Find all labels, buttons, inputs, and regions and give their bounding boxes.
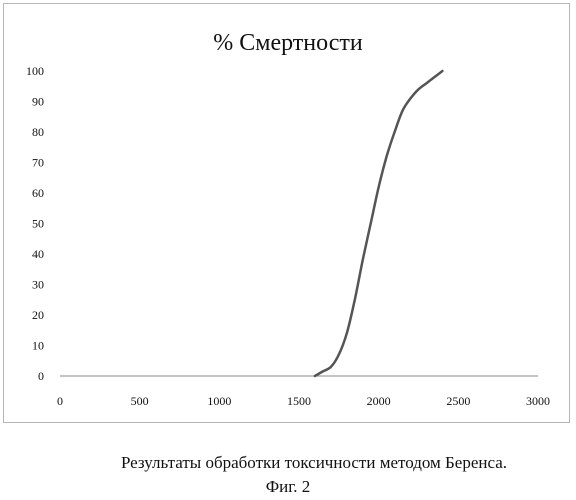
figure-caption: Результаты обработки токсичности методом…	[26, 453, 576, 473]
data-point	[394, 131, 395, 132]
data-point	[402, 110, 403, 111]
data-point	[386, 156, 387, 157]
y-tick-label: 10	[32, 339, 44, 353]
data-point	[346, 333, 347, 334]
data-point	[442, 70, 443, 71]
x-tick-label: 0	[57, 394, 63, 408]
y-tick-label: 30	[32, 278, 44, 292]
x-tick-label: 1000	[207, 394, 231, 408]
y-tick-label: 80	[32, 125, 44, 139]
x-tick-label: 3000	[526, 394, 550, 408]
data-point	[434, 77, 435, 78]
y-tick-label: 60	[32, 186, 44, 200]
x-axis: 0 500 1000 1500 2000 2500 3000	[57, 394, 550, 408]
data-point	[378, 186, 379, 187]
y-tick-label: 90	[32, 95, 44, 109]
y-tick-label: 100	[26, 64, 44, 78]
y-axis: 0 10 20 30 40 50 60 70 80 90 100	[26, 64, 44, 383]
data-point	[314, 375, 315, 376]
y-tick-label: 50	[32, 217, 44, 231]
data-point	[418, 89, 419, 90]
x-tick-label: 2500	[446, 394, 470, 408]
data-point	[362, 260, 363, 261]
data-point	[426, 83, 427, 84]
data-point	[354, 299, 355, 300]
data-point	[330, 366, 331, 367]
x-tick-label: 2000	[367, 394, 391, 408]
series-layer	[314, 70, 443, 376]
x-tick-label: 1500	[287, 394, 311, 408]
data-point	[338, 354, 339, 355]
y-tick-label: 20	[32, 308, 44, 322]
data-point	[370, 223, 371, 224]
x-tick-label: 500	[131, 394, 149, 408]
data-point	[410, 98, 411, 99]
chart-canvas: % Смертности 0 10 20 30 40 50 60 70 80 90 100 0 500…	[0, 0, 576, 430]
y-tick-label: 70	[32, 156, 44, 170]
chart-title: % Смертности	[213, 30, 363, 56]
data-point	[322, 371, 323, 372]
mortality-series-line	[315, 71, 443, 376]
y-tick-label: 40	[32, 247, 44, 261]
figure-number: Фиг. 2	[0, 477, 576, 497]
y-tick-label: 0	[38, 369, 44, 383]
